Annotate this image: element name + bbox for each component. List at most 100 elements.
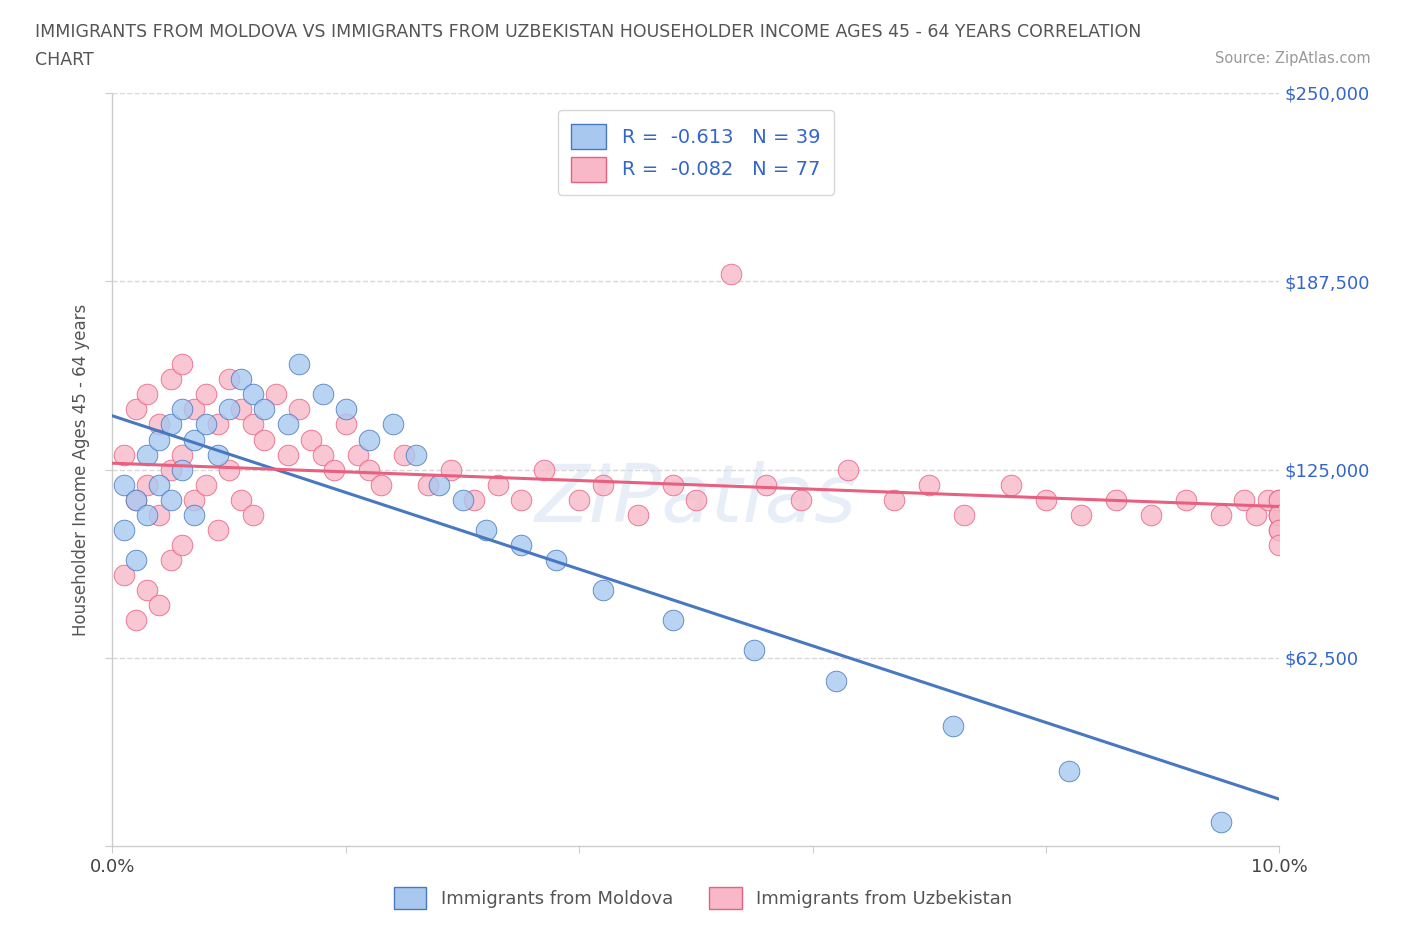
Point	[592, 477, 614, 492]
Point	[1268, 523, 1291, 538]
Point	[136, 447, 159, 462]
Point	[172, 402, 194, 417]
Point	[288, 402, 311, 417]
Point	[790, 492, 813, 507]
Point	[755, 477, 778, 492]
Point	[1268, 523, 1291, 538]
Point	[148, 417, 170, 432]
Point	[172, 538, 194, 552]
Point	[323, 462, 346, 477]
Point	[370, 477, 392, 492]
Point	[183, 402, 205, 417]
Point	[883, 492, 905, 507]
Point	[125, 492, 148, 507]
Point	[627, 508, 650, 523]
Point	[1105, 492, 1128, 507]
Point	[825, 673, 848, 688]
Point	[207, 417, 229, 432]
Point	[416, 477, 439, 492]
Legend: Immigrants from Moldova, Immigrants from Uzbekistan: Immigrants from Moldova, Immigrants from…	[387, 880, 1019, 916]
Point	[1059, 764, 1081, 778]
Legend: R =  -0.613   N = 39, R =  -0.082   N = 77: R = -0.613 N = 39, R = -0.082 N = 77	[558, 111, 834, 195]
Point	[194, 477, 217, 492]
Point	[918, 477, 941, 492]
Point	[509, 492, 531, 507]
Point	[299, 432, 322, 447]
Point	[720, 266, 742, 281]
Point	[1233, 492, 1256, 507]
Point	[136, 583, 159, 598]
Point	[486, 477, 509, 492]
Point	[218, 462, 240, 477]
Point	[394, 447, 416, 462]
Point	[148, 508, 170, 523]
Point	[1268, 508, 1291, 523]
Point	[405, 447, 427, 462]
Text: IMMIGRANTS FROM MOLDOVA VS IMMIGRANTS FROM UZBEKISTAN HOUSEHOLDER INCOME AGES 45: IMMIGRANTS FROM MOLDOVA VS IMMIGRANTS FR…	[35, 23, 1142, 41]
Point	[125, 552, 148, 567]
Point	[475, 523, 498, 538]
Point	[1268, 508, 1291, 523]
Text: ZIPatlas: ZIPatlas	[534, 460, 858, 538]
Point	[463, 492, 485, 507]
Point	[125, 492, 148, 507]
Point	[837, 462, 859, 477]
Point	[427, 477, 450, 492]
Point	[194, 417, 217, 432]
Point	[1209, 815, 1232, 830]
Point	[1140, 508, 1163, 523]
Point	[207, 447, 229, 462]
Point	[125, 613, 148, 628]
Point	[229, 402, 252, 417]
Point	[1268, 538, 1291, 552]
Text: Source: ZipAtlas.com: Source: ZipAtlas.com	[1215, 51, 1371, 66]
Point	[172, 447, 194, 462]
Point	[381, 417, 404, 432]
Point	[1268, 508, 1291, 523]
Point	[218, 372, 240, 387]
Point	[359, 462, 381, 477]
Point	[207, 523, 229, 538]
Point	[160, 372, 183, 387]
Point	[160, 417, 183, 432]
Point	[661, 613, 683, 628]
Point	[742, 643, 765, 658]
Point	[253, 402, 276, 417]
Point	[544, 552, 567, 567]
Point	[335, 417, 357, 432]
Point	[112, 567, 135, 582]
Point	[183, 432, 205, 447]
Point	[218, 402, 240, 417]
Point	[148, 598, 170, 613]
Point	[346, 447, 368, 462]
Point	[160, 552, 183, 567]
Point	[276, 417, 298, 432]
Point	[148, 477, 170, 492]
Point	[125, 402, 148, 417]
Point	[136, 477, 159, 492]
Point	[183, 508, 205, 523]
Point	[160, 462, 183, 477]
Point	[685, 492, 707, 507]
Point	[136, 508, 159, 523]
Point	[942, 718, 965, 733]
Point	[172, 357, 194, 372]
Point	[112, 477, 135, 492]
Point	[359, 432, 381, 447]
Point	[1257, 492, 1279, 507]
Point	[1209, 508, 1232, 523]
Point	[1268, 492, 1291, 507]
Point	[242, 387, 264, 402]
Point	[311, 447, 333, 462]
Point	[568, 492, 591, 507]
Text: CHART: CHART	[35, 51, 94, 69]
Point	[451, 492, 474, 507]
Point	[1000, 477, 1022, 492]
Point	[229, 492, 252, 507]
Point	[136, 387, 159, 402]
Point	[160, 492, 183, 507]
Point	[194, 387, 217, 402]
Point	[1035, 492, 1057, 507]
Point	[661, 477, 683, 492]
Point	[953, 508, 976, 523]
